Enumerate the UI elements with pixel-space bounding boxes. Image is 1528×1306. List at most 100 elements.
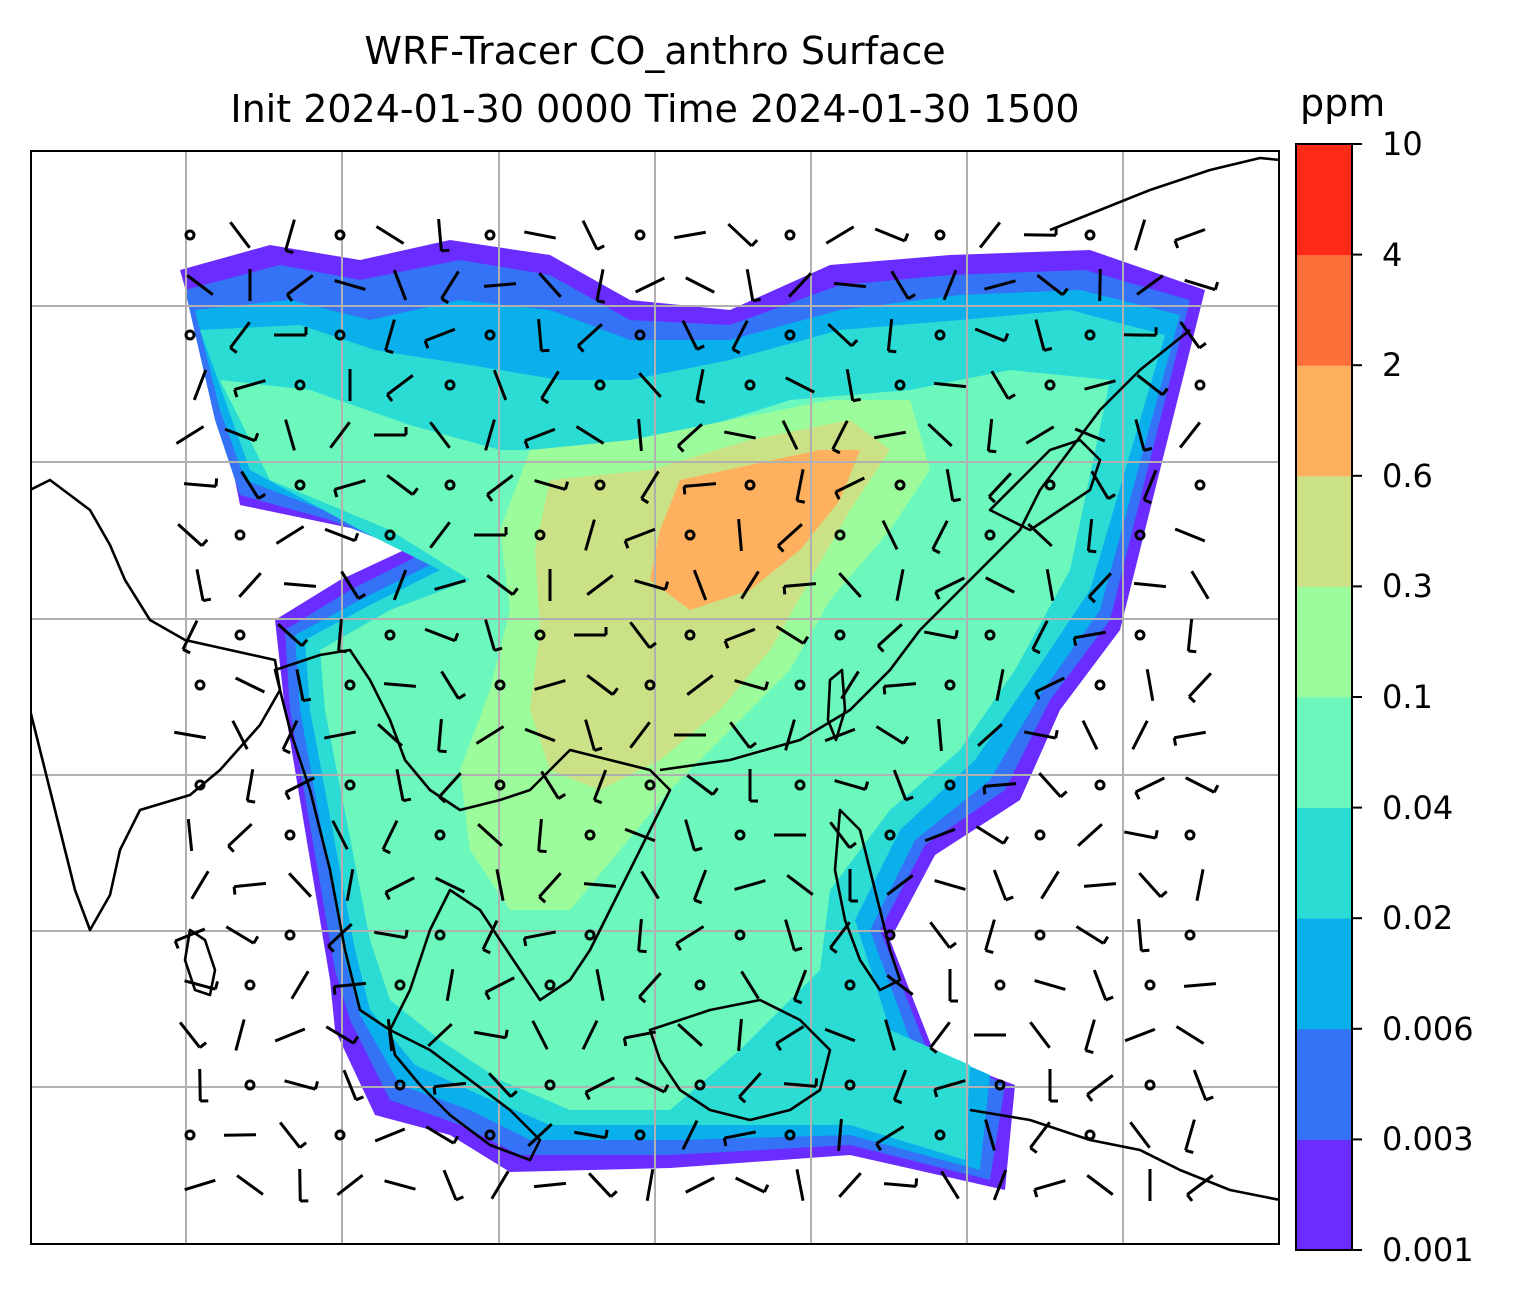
wind-barb (238, 572, 262, 598)
wind-barb-tick (453, 632, 460, 642)
colorbar-tick-label: 0.1 (1382, 678, 1433, 716)
calm-wind-marker (784, 229, 796, 241)
wind-barb (437, 718, 443, 752)
calm-wind-marker (834, 529, 846, 541)
wind-barb (1083, 882, 1117, 888)
calm-wind-marker (544, 1079, 556, 1091)
wind-barb-tick (511, 587, 519, 596)
wind-barb (1185, 776, 1215, 794)
wind-barb (1134, 776, 1166, 794)
wind-barb (825, 225, 855, 245)
wind-barb (1124, 1027, 1156, 1043)
wind-barb (285, 776, 315, 794)
wind-barb-tick (1143, 498, 1152, 505)
wind-barb (386, 374, 414, 396)
wind-barb (595, 269, 605, 301)
wind-barb-tick (934, 591, 941, 600)
wind-barb (995, 669, 1005, 701)
coastline-sumatra (388, 1028, 542, 1162)
calm-wind-marker (984, 629, 996, 641)
wind-barb (1027, 522, 1053, 548)
wind-barb-tick (638, 949, 647, 954)
wind-barb-tick (1212, 784, 1220, 793)
wind-barb (577, 323, 603, 347)
wind-barb-tick (593, 798, 603, 805)
wind-barb-tick (1054, 729, 1059, 739)
colorbar-tick-label: 4 (1382, 235, 1403, 274)
wind-barb-tick (948, 941, 957, 949)
wind-barb-tick (696, 344, 705, 351)
wind-barb (745, 268, 755, 302)
wind-barb (427, 1022, 453, 1048)
wind-barb (829, 921, 851, 949)
wind-barb (595, 969, 605, 1001)
coastline-philippines (833, 808, 902, 992)
calm-wind-marker (1044, 479, 1056, 491)
wind-barb (386, 474, 414, 496)
wind-barb (1086, 1174, 1114, 1196)
wind-barb (734, 1176, 766, 1194)
wind-barb-tick (1002, 835, 1010, 845)
calm-wind-marker (244, 979, 256, 991)
wind-barb (731, 320, 749, 350)
wind-barb-tick (876, 644, 885, 653)
wind-barb (737, 518, 743, 552)
wind-barb (1190, 570, 1210, 600)
wind-barb (384, 1179, 416, 1191)
wind-barb (345, 868, 355, 902)
wind-barb (434, 876, 466, 894)
wind-barb-tick (793, 998, 803, 1005)
wind-barb-tick (441, 248, 450, 253)
wind-barb (1184, 278, 1216, 292)
wind-barb-tick (282, 748, 291, 755)
wind-barb-tick (357, 593, 367, 600)
wind-barb-tick (802, 635, 810, 645)
wind-barb (984, 1119, 996, 1151)
colorbar-tick-label: 0.04 (1382, 788, 1454, 827)
wind-barb-tick (796, 499, 806, 504)
map-title-line1: WRF-Tracer CO_anthro Surface (364, 29, 946, 73)
wind-barb (334, 479, 366, 491)
wind-barb (1174, 228, 1206, 242)
wind-barb (985, 576, 1015, 594)
wind-barb-tick (509, 1090, 518, 1098)
wind-barb (336, 1173, 364, 1197)
wind-barb (329, 421, 351, 449)
wind-barb (437, 218, 443, 252)
wind-barb-tick (829, 946, 838, 954)
wind-barb (1187, 672, 1213, 698)
wind-barb (1034, 319, 1046, 351)
wind-barb-tick (793, 946, 803, 952)
wind-barb (433, 1081, 467, 1089)
calm-wind-marker (734, 829, 746, 841)
coastline-new-guinea (969, 1108, 1280, 1202)
wind-barb (677, 423, 703, 447)
calm-wind-marker (694, 1079, 706, 1091)
wind-barb-tick (1143, 446, 1153, 452)
wind-barb (429, 421, 451, 449)
wind-barb (377, 723, 403, 747)
wind-barb (984, 919, 996, 951)
wind-barb-tick (663, 1084, 670, 1093)
colorbar-bin (1296, 586, 1352, 698)
wind-barb-tick (782, 586, 787, 595)
wind-barb-tick (1029, 1146, 1038, 1154)
calm-wind-marker (644, 779, 656, 791)
coastline-korea-japan (988, 438, 1102, 532)
wind-barb (1086, 518, 1094, 552)
wind-barb (787, 272, 813, 298)
wind-barb (1186, 618, 1194, 652)
wind-barb (286, 274, 314, 296)
calm-wind-marker (534, 529, 546, 541)
wind-barb (740, 970, 760, 1000)
wind-barb (673, 230, 707, 240)
wind-barb (1034, 676, 1066, 694)
wind-barb-tick (932, 547, 941, 555)
wind-barb (225, 925, 255, 945)
calm-wind-marker (244, 1079, 256, 1091)
wind-barb (637, 918, 643, 952)
wind-barb (538, 272, 562, 298)
calm-wind-marker (444, 479, 456, 491)
wind-barb (385, 876, 415, 894)
coastline-sri-lanka (183, 928, 217, 997)
